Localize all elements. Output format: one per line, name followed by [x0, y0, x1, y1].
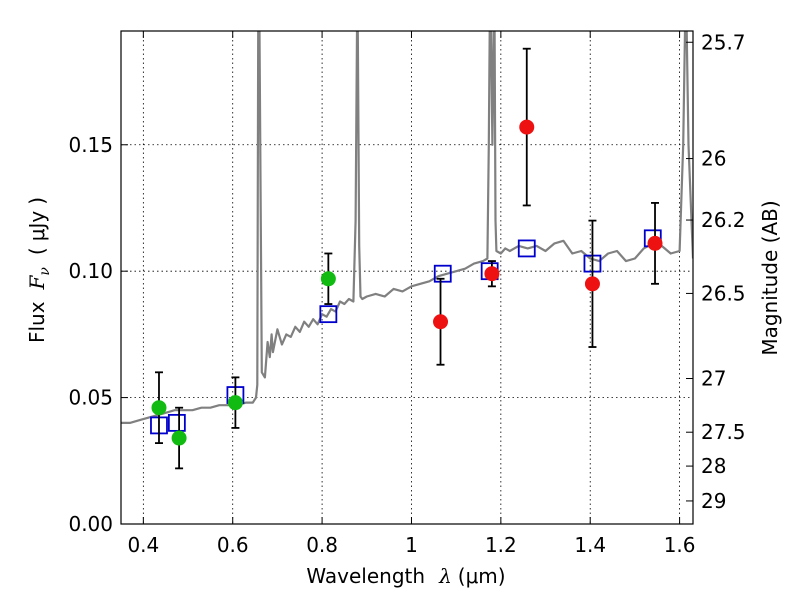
y-tick-label: 0.15 — [68, 133, 113, 157]
observed-data-point — [484, 266, 500, 282]
model-spectrum-line — [121, 31, 693, 424]
observed-data-point — [647, 235, 663, 251]
plot-frame — [120, 30, 694, 525]
x-tick-label: 0.8 — [306, 533, 338, 557]
observed-points — [151, 119, 663, 446]
model-photometry-square — [167, 413, 186, 432]
x-tick-label: 0.4 — [127, 533, 159, 557]
y2-tick-label: 27.5 — [701, 420, 746, 444]
model-photometry-squares — [150, 229, 662, 435]
x-tick-label: 0.6 — [217, 533, 249, 557]
model-photometry-square — [517, 239, 536, 258]
y-tick-label: 0.10 — [68, 259, 113, 283]
x-axis-label: Wavelength λ (μm) — [306, 564, 505, 588]
observed-data-point — [227, 395, 243, 411]
y2-tick-label: 26 — [701, 147, 726, 171]
observed-data-point — [320, 271, 336, 287]
observed-data-point — [151, 400, 167, 416]
y2-tick-label: 27 — [701, 367, 726, 391]
x-tick-label: 1.6 — [664, 533, 696, 557]
plot-area — [121, 31, 693, 470]
x-tick-label: 1.4 — [574, 533, 606, 557]
x-tick-label: 1.2 — [485, 533, 517, 557]
y-tick-label: 0.00 — [68, 512, 113, 536]
y-tick-label: 0.05 — [68, 386, 113, 410]
observed-data-point — [433, 314, 449, 330]
model-photometry-square — [319, 305, 338, 324]
y2-tick-label: 29 — [701, 489, 726, 513]
magnitude-axis-label: Magnitude (AB) — [758, 200, 782, 355]
y-axis-label: FluxFν(μJy) — [25, 197, 53, 343]
grid-lines — [121, 31, 693, 525]
observed-data-point — [519, 119, 535, 135]
model-photometry-square — [433, 264, 452, 283]
x-tick-label: 1 — [405, 533, 418, 557]
y2-tick-label: 26.5 — [701, 281, 746, 305]
y2-tick-label: 26.2 — [701, 208, 746, 232]
axis-ticks — [121, 31, 693, 525]
observed-data-point — [171, 430, 187, 446]
tick-labels: 0.4 0.6 0.8 1 1.2 1.4 1.6 0.00 0.05 0.10 0.15 25.7 2… — [68, 30, 745, 557]
y2-tick-label: 28 — [701, 454, 726, 478]
observed-data-point — [584, 276, 600, 292]
y2-tick-label: 25.7 — [701, 30, 746, 54]
